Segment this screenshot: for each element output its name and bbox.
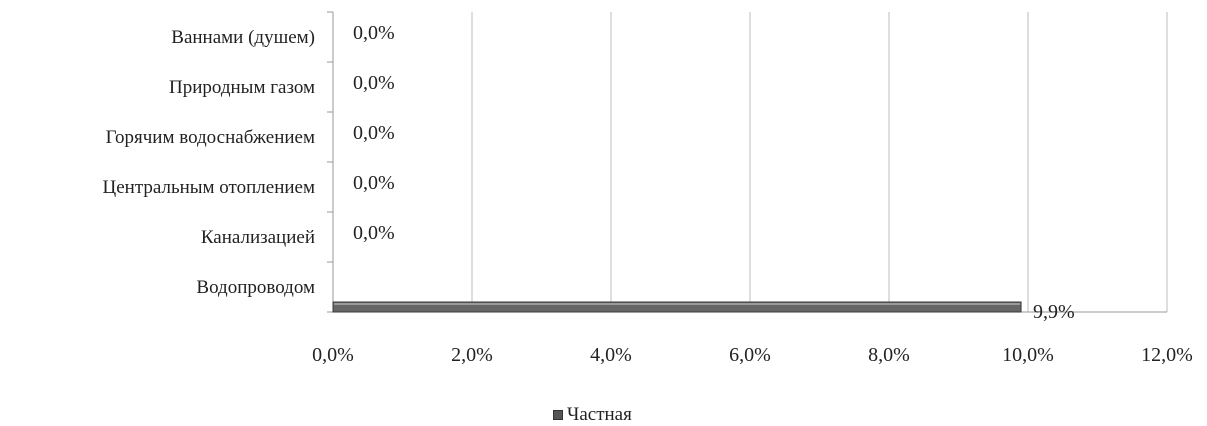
category-label: Водопроводом xyxy=(196,277,315,298)
value-label: 0,0% xyxy=(353,22,395,44)
category-label: Горячим водоснабжением xyxy=(106,127,315,148)
x-tick-label: 2,0% xyxy=(451,344,493,366)
value-label: 0,0% xyxy=(353,122,395,144)
category-label: Природным газом xyxy=(169,77,315,98)
x-tick-label: 4,0% xyxy=(590,344,632,366)
value-label: 9,9% xyxy=(1033,301,1075,323)
x-tick-label: 6,0% xyxy=(729,344,771,366)
x-tick-label: 12,0% xyxy=(1141,344,1193,366)
tick-labels: 0,0% 2,0% 4,0% 6,0% 8,0% 10,0% 12,0% xyxy=(312,344,1193,366)
legend-swatch xyxy=(553,410,563,420)
legend: Частная xyxy=(553,404,632,426)
category-label: Ваннами (душем) xyxy=(171,27,315,48)
value-label: 0,0% xyxy=(353,172,395,194)
gridlines xyxy=(471,12,1168,312)
axes xyxy=(327,11,1167,313)
value-label: 0,0% xyxy=(353,72,395,94)
legend-label: Частная xyxy=(567,404,632,425)
category-labels: Водопроводом Канализацией Центральным отоп… xyxy=(103,27,316,298)
x-tick-label: 0,0% xyxy=(312,344,354,366)
x-tick-label: 10,0% xyxy=(1002,344,1054,366)
bar xyxy=(332,301,1022,313)
x-tick-label: 8,0% xyxy=(868,344,910,366)
category-label: Канализацией xyxy=(201,227,315,248)
category-label: Центральным отоплением xyxy=(103,177,316,198)
value-label: 0,0% xyxy=(353,222,395,244)
bar-labels: 9,9% 0,0% 0,0% 0,0% 0,0% 0,0% xyxy=(353,22,1075,323)
bars xyxy=(332,301,1022,313)
bar-highlight xyxy=(334,303,1021,305)
